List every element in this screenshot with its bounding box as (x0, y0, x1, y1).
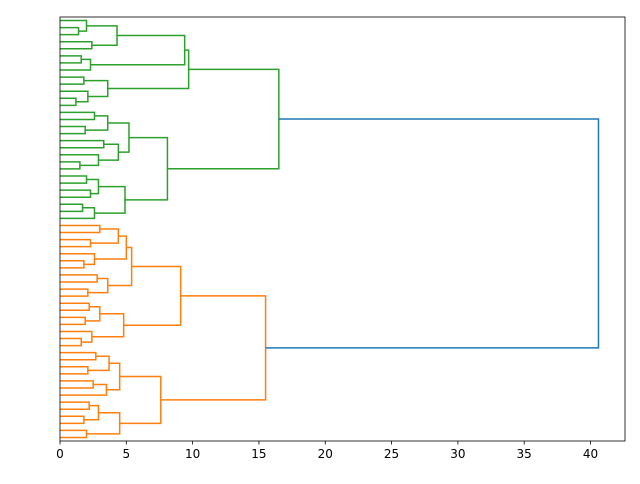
dendrogram-link (91, 313, 125, 338)
plot-frame (59, 16, 626, 442)
dendrogram-link (86, 178, 100, 195)
dendrogram-link (60, 316, 86, 326)
dendrogram-link (107, 122, 130, 153)
dendrogram-link (60, 302, 90, 312)
dendrogram-link (123, 265, 182, 327)
dendrogram-link (60, 238, 92, 248)
dendrogram-link (60, 274, 98, 283)
dendrogram-link (60, 415, 85, 425)
dendrogram-link (60, 97, 77, 107)
dendrogram-link (94, 235, 128, 260)
dendrogram-link (60, 26, 80, 36)
dendrogram-link (60, 19, 88, 32)
dendrogram-link (60, 40, 93, 50)
dendrogram-link (106, 362, 121, 391)
x-tick-label: 30 (450, 447, 465, 461)
dendrogram-link (60, 401, 90, 410)
dendrogram-link (98, 143, 120, 161)
dendrogram-link (60, 125, 86, 135)
dendrogram-link (94, 185, 126, 214)
dendrogram-link (60, 161, 81, 170)
dendrogram-link (60, 383, 108, 396)
x-tick-label: 25 (384, 447, 399, 461)
dendrogram-link (60, 288, 89, 297)
x-tick-label: 35 (517, 447, 532, 461)
dendrogram-link (60, 366, 89, 375)
dendrogram-link (160, 295, 267, 401)
dendrogram-link (60, 58, 92, 71)
dendrogram-link (83, 404, 100, 421)
dendrogram-link (60, 330, 93, 343)
dendrogram-link (60, 111, 96, 121)
dendrogram-link (60, 252, 96, 266)
dendrogram-link (60, 429, 88, 439)
x-tick-label: 15 (251, 447, 266, 461)
dendrogram-link (60, 337, 82, 347)
dendrogram-link (60, 139, 105, 149)
dendrogram-link (60, 76, 85, 85)
dendrogram-link (60, 55, 82, 64)
x-tick-label: 10 (185, 447, 200, 461)
dendrogram-link (60, 260, 85, 269)
dendrogram-link (83, 79, 109, 98)
dendrogram-link (60, 90, 89, 103)
dendrogram-link (60, 154, 100, 167)
dendrogram-link (60, 189, 92, 198)
dendrogram-link (107, 246, 133, 287)
dendrogram-link (60, 207, 96, 220)
dendrogram-link (167, 68, 280, 170)
dendrogram-link (60, 351, 97, 361)
x-tick-label: 20 (318, 447, 333, 461)
dendrogram-link (265, 118, 600, 349)
dendrogram-link (87, 277, 109, 294)
dendrogram-link (87, 355, 110, 372)
dendrogram-link (85, 115, 109, 131)
dendrogram-link (86, 411, 121, 435)
dendrogram-link (60, 203, 84, 213)
dendrogram-link (60, 380, 94, 389)
dendrogram-link (124, 136, 169, 201)
x-tick-label: 0 (56, 447, 64, 461)
dendrogram-link (90, 34, 186, 66)
x-tick-label: 5 (122, 447, 130, 461)
dendrogram-link (60, 224, 101, 234)
dendrogram-link (60, 175, 88, 184)
dendrogram-link (90, 228, 120, 244)
x-tick-label: 40 (583, 447, 598, 461)
dendrogram-link (107, 49, 190, 90)
dendrogram-link (85, 305, 101, 322)
dendrogram-link (119, 375, 162, 425)
